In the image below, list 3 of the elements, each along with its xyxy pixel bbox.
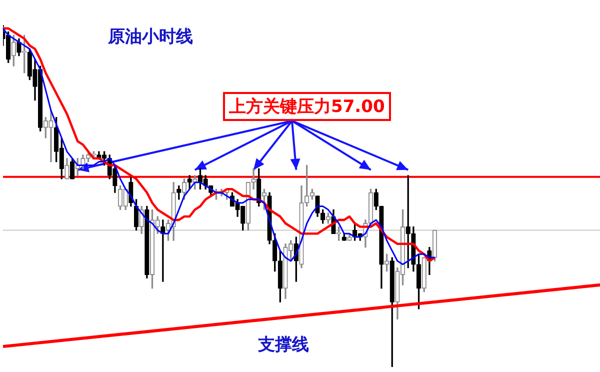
ref-line-label: 上方关键压力57.00 (223, 92, 391, 121)
series-label: 支撑线 (257, 334, 310, 355)
chart-title: 原油小时线 (108, 26, 193, 48)
